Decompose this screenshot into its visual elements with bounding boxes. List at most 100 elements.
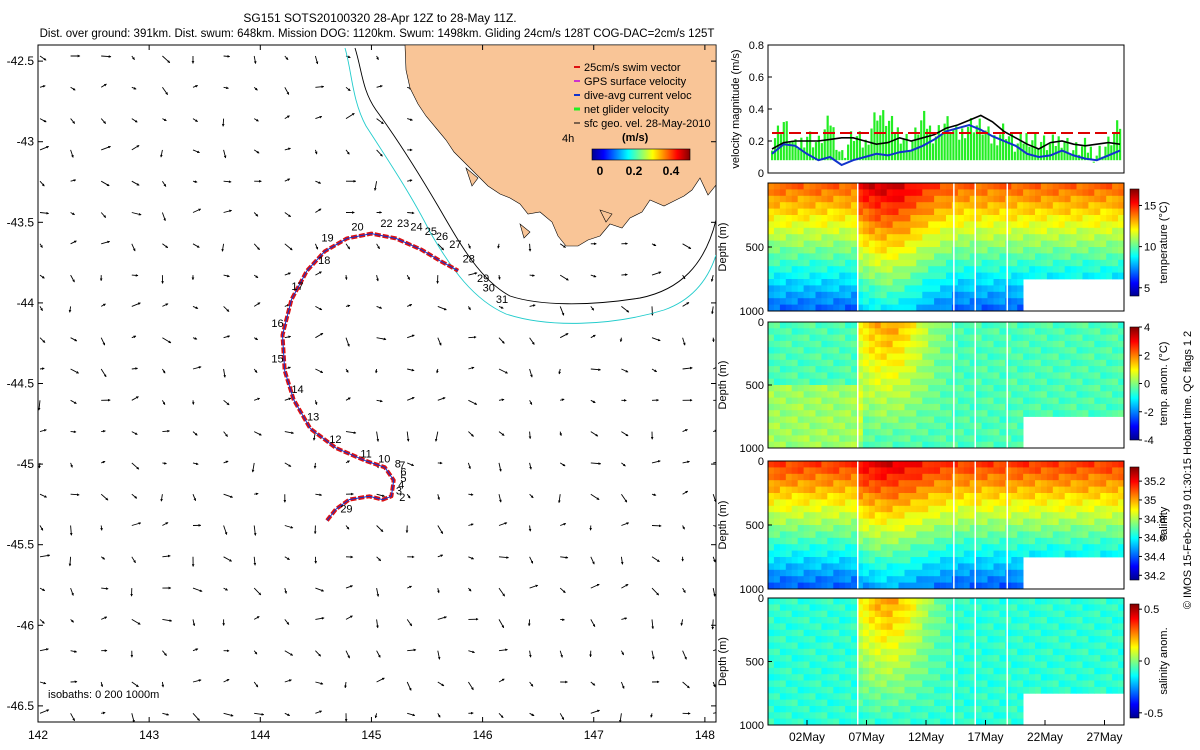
- heatmap-cell: [797, 680, 804, 688]
- heatmap-cell: [773, 340, 781, 348]
- heatmap-cell: [779, 598, 787, 605]
- heatmap-cell: [1064, 486, 1071, 494]
- heatmap-cell: [993, 347, 1000, 354]
- heatmap-cell: [999, 461, 1006, 468]
- net-glider-bar: [952, 129, 955, 161]
- heatmap-cell: [1005, 253, 1012, 261]
- heatmap-cell: [862, 227, 870, 235]
- heatmap-cell: [815, 544, 822, 551]
- heatmap-cell: [868, 655, 876, 662]
- heatmap-cell: [928, 298, 935, 305]
- heatmap-cell: [940, 604, 947, 612]
- dive-number-label: 22: [380, 218, 392, 230]
- heatmap-cell: [862, 240, 870, 248]
- heatmap-cell: [874, 544, 882, 551]
- heatmap-cell: [987, 328, 994, 335]
- heatmap-cell: [839, 266, 846, 273]
- heatmap-cell: [898, 531, 905, 539]
- heatmap-cell: [857, 610, 864, 618]
- heatmap-cell: [1118, 480, 1125, 487]
- heatmap-cell: [1058, 467, 1065, 475]
- heatmap-cell: [809, 253, 816, 261]
- heatmap-cell: [940, 183, 947, 190]
- heatmap-cell: [821, 247, 828, 254]
- heatmap-cell: [957, 266, 965, 273]
- heatmap-cell: [779, 550, 787, 558]
- heatmap-cell: [827, 467, 834, 475]
- heatmap-cell: [1076, 240, 1083, 248]
- heatmap-cell: [940, 391, 947, 398]
- heatmap-cell: [768, 183, 775, 190]
- heatmap-cell: [797, 403, 804, 411]
- net-glider-bar: [1060, 147, 1063, 161]
- heatmap-cell: [1064, 480, 1071, 487]
- heatmap-cell: [803, 416, 810, 424]
- velocity-arrow: [682, 243, 692, 250]
- heatmap-cell: [916, 272, 923, 280]
- heatmap-cell: [815, 391, 822, 398]
- heatmap-cell: [768, 712, 775, 720]
- heatmap-cell: [928, 642, 935, 650]
- heatmap-cell: [975, 202, 982, 209]
- heatmap-cell: [957, 629, 965, 637]
- heatmap-cell: [827, 291, 834, 299]
- heatmap-cell: [851, 499, 858, 507]
- heatmap-cell: [809, 403, 816, 411]
- heatmap-cell: [803, 240, 810, 248]
- heatmap-cell: [839, 259, 846, 267]
- heatmap-cell: [868, 422, 876, 430]
- heatmap-cell: [768, 279, 775, 286]
- heatmap-cell: [892, 183, 899, 190]
- heatmap-cell: [957, 686, 965, 694]
- heatmap-cell: [815, 279, 822, 286]
- heatmap-cell: [898, 480, 905, 487]
- heatmap-cell: [940, 340, 947, 348]
- heatmap-cell: [868, 598, 876, 605]
- heatmap-cell: [797, 279, 804, 286]
- heatmap-cell: [1017, 544, 1024, 551]
- heatmap-cell: [1029, 322, 1036, 329]
- heatmap-cell: [904, 195, 911, 203]
- heatmap-cell: [886, 674, 893, 681]
- heatmap-cell: [975, 416, 982, 424]
- heatmap-cell: [827, 353, 834, 361]
- heatmap-cell: [862, 480, 870, 487]
- heatmap-cell: [857, 667, 864, 675]
- heatmap-cell: [963, 208, 971, 216]
- heatmap-cell: [851, 272, 858, 280]
- heatmap-cell: [815, 347, 822, 354]
- heatmap-cell: [880, 298, 887, 305]
- heatmap-cell: [833, 550, 840, 558]
- heatmap-cell: [862, 598, 870, 605]
- heatmap-cell: [1029, 667, 1036, 675]
- heatmap-cell: [773, 227, 781, 235]
- heatmap-cell: [1017, 604, 1024, 612]
- heatmap-cell: [880, 334, 887, 342]
- heatmap-cell: [957, 215, 965, 222]
- heatmap-cell: [993, 617, 1000, 624]
- heatmap-cell: [839, 328, 846, 335]
- heatmap-cell: [874, 563, 882, 571]
- heatmap-cell: [797, 378, 804, 386]
- heatmap-cell: [886, 512, 893, 519]
- heatmap-cell: [916, 266, 923, 273]
- heatmap-cell: [773, 429, 781, 436]
- heatmap-cell: [809, 183, 816, 190]
- heatmap-cell: [940, 304, 947, 312]
- heatmap-cell: [993, 537, 1000, 545]
- heatmap-cell: [946, 718, 953, 726]
- heatmap-cell: [1046, 512, 1054, 519]
- heatmap-cell: [874, 215, 882, 222]
- heatmap-cell: [833, 397, 840, 405]
- dive-number-label: 28: [463, 254, 475, 266]
- heatmap-cell: [874, 582, 882, 590]
- heatmap-cell: [845, 195, 852, 203]
- heatmap-cell: [845, 661, 852, 669]
- heatmap-cell: [845, 410, 852, 417]
- heatmap-cell: [951, 706, 959, 713]
- heatmap-cell: [969, 499, 976, 507]
- heatmap-cell: [928, 422, 935, 430]
- heatmap-cell: [987, 240, 994, 248]
- heatmap-cell: [1052, 272, 1060, 280]
- heatmap-cell: [1005, 617, 1012, 624]
